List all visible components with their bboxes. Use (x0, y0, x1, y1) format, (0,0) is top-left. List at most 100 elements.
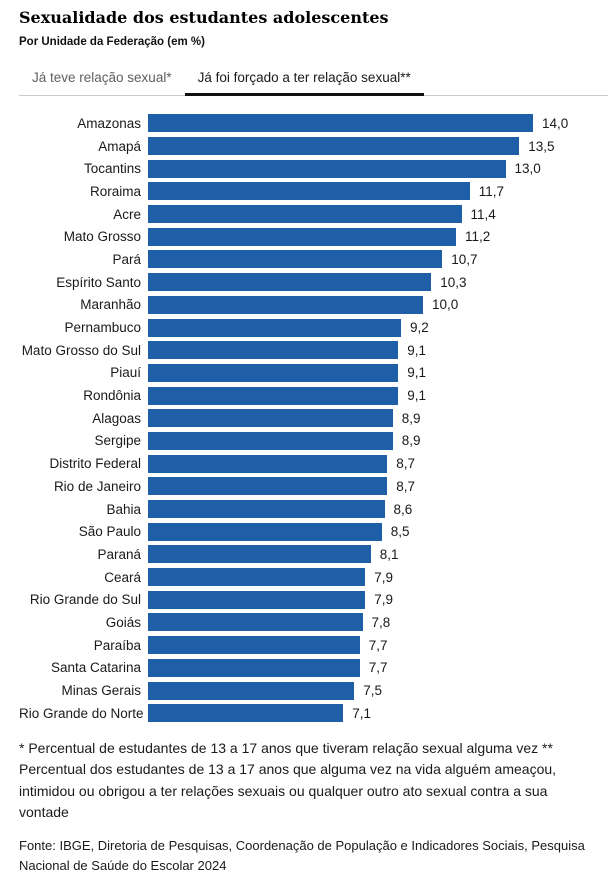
chart-row: Mato Grosso do Sul 9,1 (19, 339, 608, 362)
chart-row: Rio de Janeiro 8,7 (19, 475, 608, 498)
chart-row: Rio Grande do Sul 7,9 (19, 588, 608, 611)
category-label: Acre (113, 206, 141, 222)
value-label: 8,1 (379, 546, 399, 562)
bar (148, 545, 371, 564)
category-label: Minas Gerais (61, 683, 141, 699)
chart-row: Roraima 11,7 (19, 180, 608, 203)
category-label: Roraima (89, 183, 141, 199)
bar (148, 704, 344, 723)
value-label: 10,7 (451, 251, 478, 267)
bar (148, 182, 470, 201)
bar (148, 681, 355, 700)
tab-bar: Já teve relação sexual* Já foi forçado a… (19, 62, 608, 96)
value-label: 9,1 (407, 365, 427, 381)
bar (148, 409, 393, 428)
footnote: * Percentual de estudantes de 13 a 17 an… (19, 739, 557, 821)
chart-row: Pernambuco 9,2 (19, 316, 608, 339)
chart-row: Ceará 7,9 (19, 566, 608, 589)
value-label: 11,4 (470, 206, 496, 222)
category-label: São Paulo (78, 524, 141, 540)
chart-row: Distrito Federal 8,7 (19, 452, 608, 475)
bar (148, 341, 399, 360)
chart-row: Rio Grande do Norte 7,1 (19, 702, 608, 725)
value-label: 11,7 (478, 183, 505, 199)
chart-row: Espírito Santo 10,3 (19, 271, 608, 294)
value-label: 14,0 (542, 115, 569, 131)
category-label: Amazonas (77, 115, 141, 131)
value-label: 8,6 (393, 501, 413, 517)
category-label: Goiás (105, 614, 141, 630)
chart-row: Bahia 8,6 (19, 498, 608, 521)
bar (148, 431, 393, 450)
bar (148, 114, 533, 133)
chart-row: Pará 10,7 (19, 248, 608, 271)
category-label: Paraná (97, 546, 141, 562)
chart-row: Mato Grosso 11,2 (19, 225, 608, 248)
chart-row: Santa Catarina 7,7 (19, 657, 608, 680)
bar (148, 273, 432, 292)
chart-row: Paraná 8,1 (19, 543, 608, 566)
category-label: Amapá (98, 138, 141, 154)
value-label: 13,5 (528, 138, 555, 154)
chart-row: São Paulo 8,5 (19, 520, 608, 543)
category-label: Pernambuco (64, 320, 141, 336)
chart-row: Rondônia 9,1 (19, 384, 608, 407)
chart-row: Amazonas 14,0 (19, 112, 608, 135)
chart-subtitle: Por Unidade da Federação (em %) (19, 36, 205, 48)
value-label: 8,7 (396, 456, 416, 472)
chart-title: Sexualidade dos estudantes adolescentes (19, 8, 389, 27)
bar-chart: Amazonas 14,0 Amapá 13,5 Tocantins 13,0 Roraim… (19, 112, 608, 725)
value-label: 7,9 (374, 592, 394, 608)
value-label: 10,3 (440, 274, 467, 290)
category-label: Rio Grande do Sul (29, 592, 141, 608)
source-attribution: Fonte: IBGE, Diretoria de Pesquisas, Coo… (19, 837, 585, 873)
bar (148, 477, 388, 496)
bar (148, 250, 443, 269)
category-label: Ceará (104, 569, 141, 585)
bar (148, 658, 360, 677)
category-label: Sergipe (94, 433, 141, 449)
category-label: Paraíba (93, 637, 141, 653)
bar (148, 295, 423, 314)
chart-row: Sergipe 8,9 (19, 430, 608, 453)
chart-row: Alagoas 8,9 (19, 407, 608, 430)
bar (148, 500, 385, 519)
value-label: 7,5 (363, 683, 383, 699)
value-label: 8,9 (401, 433, 421, 449)
value-label: 7,9 (374, 569, 394, 585)
value-label: 7,7 (368, 637, 388, 653)
category-label: Mato Grosso do Sul (21, 342, 141, 358)
category-label: Rio de Janeiro (53, 478, 141, 494)
category-label: Alagoas (92, 410, 141, 426)
chart-row: Maranhão 10,0 (19, 294, 608, 317)
value-label: 7,1 (352, 705, 372, 721)
bar (148, 568, 366, 587)
bar (148, 636, 360, 655)
value-label: 8,9 (401, 410, 421, 426)
chart-row: Minas Gerais 7,5 (19, 679, 608, 702)
bar (148, 454, 388, 473)
category-label: Mato Grosso (63, 229, 141, 245)
value-label: 8,7 (396, 478, 416, 494)
chart-row: Tocantins 13,0 (19, 157, 608, 180)
bar (148, 522, 382, 541)
bar (148, 205, 462, 224)
category-label: Pará (112, 251, 141, 267)
value-label: 8,5 (390, 524, 410, 540)
bar (148, 386, 399, 405)
tab-ja-teve-relacao-sexual[interactable]: Já teve relação sexual* (32, 70, 172, 85)
chart-row: Acre 11,4 (19, 203, 608, 226)
category-label: Piauí (110, 365, 141, 381)
bar (148, 227, 456, 246)
value-label: 9,1 (407, 342, 427, 358)
category-label: Rondônia (83, 388, 141, 404)
bar (148, 137, 520, 156)
bar (148, 613, 363, 632)
bar (148, 590, 366, 609)
value-label: 10,0 (432, 297, 459, 313)
category-label: Santa Catarina (50, 660, 141, 676)
category-label: Rio Grande do Norte (19, 705, 144, 721)
chart-row: Amapá 13,5 (19, 135, 608, 158)
tab-ja-foi-forcado-relacao-sexual[interactable]: Já foi forçado a ter relação sexual** (184, 62, 424, 96)
